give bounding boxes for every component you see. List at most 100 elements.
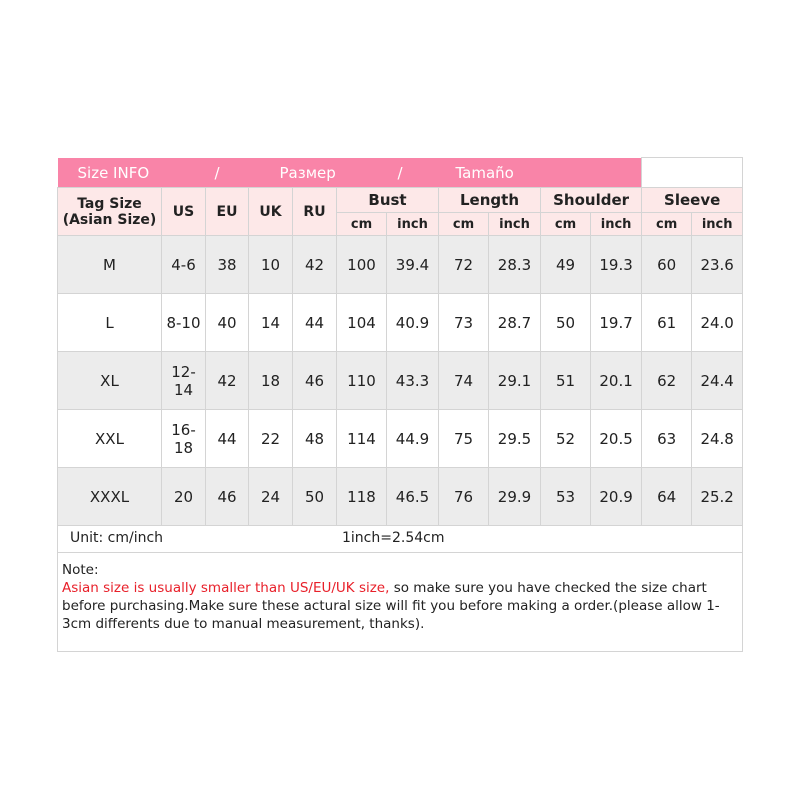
table-row: XXXL 20 46 24 50 118 46.5 76 29.9 53 20.9 64 25.2 (57, 467, 744, 526)
cell-eu: 40 (205, 293, 249, 352)
cell-shoulder-cm: 52 (540, 409, 591, 468)
cell-eu: 38 (205, 235, 249, 294)
cell-sleeve-inch: 24.4 (691, 351, 744, 410)
cell-shoulder-inch: 20.5 (589, 409, 643, 468)
cell-us: 20 (161, 467, 206, 526)
cell-bust-inch: 39.4 (386, 235, 439, 294)
cell-length-cm: 74 (438, 351, 489, 410)
size-table: Size INFO / Размер / Tamaño Tag Size (Asi… (56, 157, 744, 652)
cell-shoulder-inch: 20.1 (589, 351, 643, 410)
cell-ru: 42 (292, 235, 337, 294)
cell-bust-inch: 40.9 (386, 293, 439, 352)
unit-cell: Unit: cm/inch 1inch=2.54cm (56, 525, 744, 553)
cell-size: XL (57, 351, 162, 410)
header-tag-size: Tag Size (Asian Size) (57, 187, 162, 236)
header-sleeve: Sleeve (641, 187, 744, 213)
cell-size: XXL (57, 409, 162, 468)
cell-length-inch: 28.7 (488, 293, 541, 352)
cell-length-cm: 76 (438, 467, 489, 526)
cell-bust-cm: 118 (336, 467, 387, 526)
cell-ru: 44 (292, 293, 337, 352)
note-cell: Note: Asian size is usually smaller than… (56, 552, 744, 652)
cell-size: M (57, 235, 162, 294)
note-heading: Note: (62, 562, 99, 578)
cell-shoulder-cm: 49 (540, 235, 591, 294)
cell-uk: 10 (248, 235, 293, 294)
title-spanish: Tamaño (455, 163, 514, 182)
header-inch: inch (691, 212, 744, 236)
cell-shoulder-inch: 19.7 (589, 293, 643, 352)
cell-bust-cm: 110 (336, 351, 387, 410)
header-units-row: cm inch cm inch cm inch cm inch (58, 212, 744, 236)
cell-uk: 14 (248, 293, 293, 352)
cell-shoulder-cm: 53 (540, 467, 591, 526)
cell-length-inch: 29.5 (488, 409, 541, 468)
cell-eu: 42 (205, 351, 249, 410)
tag-size-label: Tag Size (77, 195, 142, 212)
cell-shoulder-inch: 20.9 (589, 467, 643, 526)
cell-length-inch: 29.1 (488, 351, 541, 410)
cell-sleeve-cm: 63 (641, 409, 693, 468)
cell-bust-cm: 100 (336, 235, 387, 294)
note-row: Note: Asian size is usually smaller than… (56, 552, 744, 652)
cell-sleeve-cm: 61 (641, 293, 693, 352)
title-russian: Размер (279, 163, 336, 182)
cell-sleeve-inch: 24.0 (691, 293, 744, 352)
cell-uk: 24 (248, 467, 293, 526)
cell-eu: 44 (205, 409, 249, 468)
header-cm: cm (540, 212, 591, 236)
header-cm: cm (641, 212, 693, 236)
header-bust: Bust (336, 187, 439, 213)
header-length: Length (438, 187, 541, 213)
cell-sleeve-cm: 64 (641, 467, 693, 526)
cell-ru: 48 (292, 409, 337, 468)
cell-sleeve-inch: 23.6 (691, 235, 744, 294)
cell-sleeve-inch: 24.8 (691, 409, 744, 468)
header-row: Tag Size (Asian Size) US EU UK RU Bust Le… (57, 187, 744, 236)
unit-row: Unit: cm/inch 1inch=2.54cm (56, 525, 744, 553)
cell-eu: 46 (205, 467, 249, 526)
cell-us: 16-18 (161, 409, 206, 468)
cell-uk: 22 (248, 409, 293, 468)
header-inch: inch (488, 212, 541, 236)
header-uk: UK (248, 187, 293, 236)
header-us: US (161, 187, 206, 236)
title-bar: Size INFO / Размер / Tamaño (57, 157, 744, 188)
title-bar-pink: Size INFO / Размер / Tamaño (57, 157, 642, 188)
note-body: so make sure you have checked the size c… (62, 580, 720, 632)
cell-bust-inch: 43.3 (386, 351, 439, 410)
header-inch: inch (386, 212, 439, 236)
cell-ru: 46 (292, 351, 337, 410)
title-english: Size INFO (77, 163, 150, 182)
unit-conversion: 1inch=2.54cm (342, 530, 445, 546)
cell-sleeve-cm: 60 (641, 235, 693, 294)
cell-bust-inch: 44.9 (386, 409, 439, 468)
cell-length-inch: 29.9 (488, 467, 541, 526)
cell-ru: 50 (292, 467, 337, 526)
cell-length-cm: 73 (438, 293, 489, 352)
cell-bust-inch: 46.5 (386, 467, 439, 526)
cell-length-cm: 72 (438, 235, 489, 294)
header-inch: inch (589, 212, 643, 236)
cell-length-cm: 75 (438, 409, 489, 468)
header-cm: cm (438, 212, 489, 236)
note-warning: Asian size is usually smaller than US/EU… (62, 580, 390, 596)
cell-length-inch: 28.3 (488, 235, 541, 294)
title-separator: / (214, 163, 220, 182)
table-row: XL 12-14 42 18 46 110 43.3 74 29.1 51 20.1 62 24.4 (57, 351, 744, 410)
header-cm: cm (336, 212, 387, 236)
size-chart: Size INFO / Размер / Tamaño Tag Size (Asi… (56, 157, 744, 652)
title-blank (641, 157, 744, 188)
cell-uk: 18 (248, 351, 293, 410)
title-separator: / (397, 163, 403, 182)
asian-size-label: (Asian Size) (62, 211, 157, 228)
cell-us: 4-6 (161, 235, 206, 294)
cell-us: 12-14 (161, 351, 206, 410)
cell-shoulder-cm: 51 (540, 351, 591, 410)
unit-label: Unit: cm/inch (70, 530, 164, 546)
table-row: L 8-10 40 14 44 104 40.9 73 28.7 50 19.7 61 24.0 (57, 293, 744, 352)
cell-sleeve-inch: 25.2 (691, 467, 744, 526)
cell-bust-cm: 114 (336, 409, 387, 468)
cell-shoulder-cm: 50 (540, 293, 591, 352)
cell-shoulder-inch: 19.3 (589, 235, 643, 294)
